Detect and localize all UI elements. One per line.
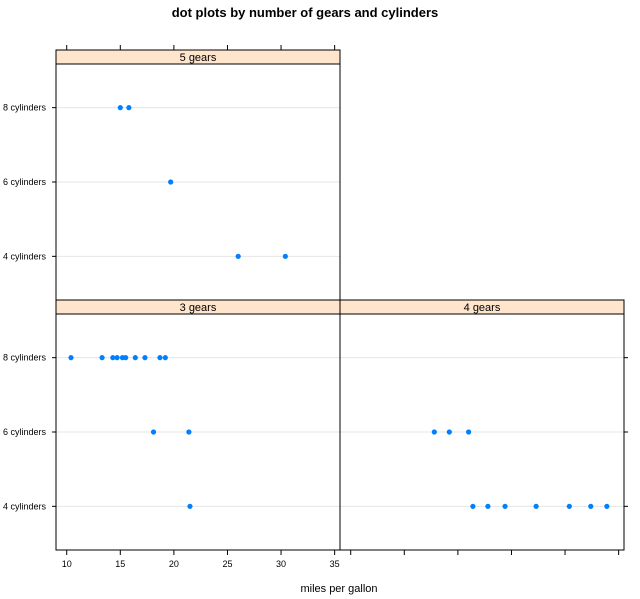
x-tick-label: 15 <box>115 559 125 569</box>
panel-5-gears: 5 gears 4 cylinders 6 cylinders 8 cylinders <box>3 49 341 301</box>
data-point <box>142 355 148 361</box>
x-tick-label: 20 <box>169 559 179 569</box>
data-point <box>168 179 174 185</box>
panel-3-gears: 3 gears 4 cylinders 6 cylinders 8 cylinders <box>3 299 341 551</box>
y-tick-label: 4 cylinders <box>3 501 47 511</box>
data-point <box>114 355 120 361</box>
data-point <box>502 503 508 509</box>
data-point <box>123 355 129 361</box>
data-point <box>604 503 610 509</box>
strip-label: 3 gears <box>180 302 217 314</box>
strip-label: 4 gears <box>464 302 501 314</box>
data-point <box>235 253 241 259</box>
data-point <box>99 355 105 361</box>
data-point <box>470 503 476 509</box>
data-point <box>588 503 594 509</box>
data-point <box>162 355 168 361</box>
data-point <box>446 429 452 435</box>
data-point <box>533 503 539 509</box>
data-point <box>187 503 193 509</box>
data-point <box>117 105 123 111</box>
data-point <box>485 503 491 509</box>
x-tick-label: 10 <box>62 559 72 569</box>
data-point <box>431 429 437 435</box>
data-point <box>466 429 472 435</box>
y-tick-label: 6 cylinders <box>3 177 47 187</box>
y-tick-label: 8 cylinders <box>3 103 47 113</box>
x-tick-label: 35 <box>330 559 340 569</box>
data-point <box>150 429 157 435</box>
x-tick-label: 30 <box>276 559 286 569</box>
y-tick-label: 4 cylinders <box>3 251 47 261</box>
chart-title: dot plots by number of gears and cylinde… <box>172 5 439 20</box>
strip-label: 5 gears <box>180 52 217 64</box>
data-point <box>126 105 132 111</box>
data-point <box>157 355 163 361</box>
y-tick-label: 8 cylinders <box>3 353 47 363</box>
x-axis-title: miles per gallon <box>300 583 377 595</box>
panels-group: 3 gears 4 cylinders 6 cylinders 8 cylinders… <box>3 45 628 569</box>
data-point <box>566 503 572 509</box>
data-point <box>132 355 138 361</box>
data-point <box>110 355 116 361</box>
data-point <box>282 253 288 259</box>
x-tick-label: 25 <box>222 559 232 569</box>
panel-4-gears: 4 gears <box>339 299 625 551</box>
data-point <box>186 429 192 435</box>
y-tick-label: 6 cylinders <box>3 427 47 437</box>
data-point <box>68 355 74 361</box>
